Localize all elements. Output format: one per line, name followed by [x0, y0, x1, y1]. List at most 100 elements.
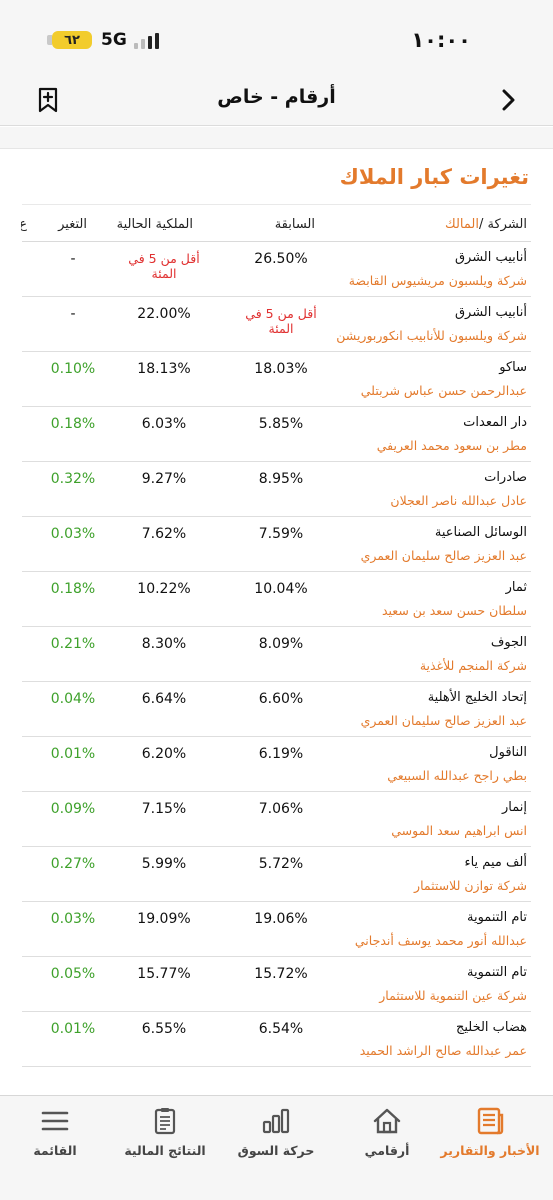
tab-my-argaam[interactable]: أرقامي: [337, 1106, 437, 1166]
row-current: 6.03%: [141, 416, 187, 432]
row-owner: عمر عبدالله صالح الراشد الحميد: [359, 1043, 527, 1058]
header-clipped: ع: [21, 217, 27, 232]
row-change: 0.01%: [50, 746, 96, 762]
row-change: 0.32%: [50, 471, 96, 487]
section-title: تغيرات كبار الملاك: [339, 165, 529, 189]
row-owner: عادل عبدالله ناصر العجلان: [390, 493, 527, 508]
row-current: 7.15%: [141, 801, 187, 817]
table-row[interactable]: أنابيب الشرق شركة ويلسبون للأنابيب انكورب…: [22, 297, 531, 352]
table-row[interactable]: أنابيب الشرق شركة ويلسبون مريشيوس القابضة…: [22, 242, 531, 297]
row-company: الجوف: [490, 635, 527, 650]
table-row[interactable]: هضاب الخليج عمر عبدالله صالح الراشد الحمي…: [22, 1012, 531, 1067]
table-row[interactable]: دار المعدات مطر بن سعود محمد العريفي 5.85%…: [22, 407, 531, 462]
row-previous: 8.09%: [258, 636, 304, 652]
row-company: تام التنموية: [467, 965, 527, 980]
row-company: هضاب الخليج: [455, 1020, 527, 1035]
row-previous: 5.72%: [258, 856, 304, 872]
table-row[interactable]: تام التنموية شركة عين التنموية للاستثمار 1…: [22, 957, 531, 1012]
row-current: 15.77%: [137, 966, 191, 982]
battery-cap: [47, 35, 52, 45]
tab-financials[interactable]: النتائج المالية: [115, 1106, 215, 1166]
row-owner: شركة توازن للاستثمار: [414, 878, 527, 893]
row-owner: انس ابراهيم سعد الموسي: [391, 823, 527, 838]
divider: [22, 204, 531, 205]
row-change: 0.09%: [50, 801, 96, 817]
table-row[interactable]: الجوف شركة المنجم للأغذية 8.09% 8.30% 0.21%: [22, 627, 531, 682]
row-owner: بطي راجح عبدالله السبيعي: [387, 768, 527, 783]
row-previous: 7.59%: [258, 526, 304, 542]
table-row[interactable]: ساكو عبدالرحمن حسن عباس شربتلي 18.03% 18.13…: [22, 352, 531, 407]
row-company: الناقول: [489, 745, 527, 760]
row-owner: عبد العزيز صالح سليمان العمري: [360, 713, 527, 728]
row-owner: عبد العزيز صالح سليمان العمري: [360, 548, 527, 563]
row-current: 6.55%: [141, 1021, 187, 1037]
table-header: الشركة /المالك السابقة الملكية الحالية ا…: [21, 208, 531, 242]
table-row[interactable]: إنمار انس ابراهيم سعد الموسي 7.06% 7.15% 0.0…: [22, 792, 531, 847]
network-label: 5G: [101, 30, 127, 50]
row-change: 0.03%: [50, 911, 96, 927]
row-company: أنابيب الشرق: [454, 305, 527, 320]
bar-chart-icon: [261, 1106, 291, 1136]
row-change: 0.01%: [50, 1021, 96, 1037]
row-previous: 15.72%: [254, 966, 308, 982]
row-current: 9.27%: [141, 471, 187, 487]
tab-market[interactable]: حركة السوق: [226, 1106, 326, 1166]
row-change: 0.03%: [50, 526, 96, 542]
tab-bar: الأخبار والتقارير أرقامي حركة السوق النت…: [0, 1095, 553, 1200]
row-previous: 26.50%: [254, 251, 308, 267]
table-row[interactable]: الناقول بطي راجح عبدالله السبيعي 6.19% 6.20…: [22, 737, 531, 792]
row-change: 0.04%: [50, 691, 96, 707]
chevron-right-icon: [502, 89, 515, 111]
row-owner: شركة عين التنموية للاستثمار: [379, 988, 527, 1003]
row-change: 0.18%: [50, 581, 96, 597]
table-row[interactable]: الوسائل الصناعية عبد العزيز صالح سليمان ا…: [22, 517, 531, 572]
tab-news[interactable]: الأخبار والتقارير: [440, 1106, 540, 1166]
row-change: 0.18%: [50, 416, 96, 432]
nav-spacer: [0, 127, 553, 149]
row-current: 22.00%: [137, 306, 191, 322]
row-current: 7.62%: [141, 526, 187, 542]
table-row[interactable]: إتحاد الخليج الأهلية عبد العزيز صالح سليم…: [22, 682, 531, 737]
header-company: الشركة /المالك: [445, 217, 527, 232]
table-row[interactable]: صادرات عادل عبدالله ناصر العجلان 8.95% 9.27…: [22, 462, 531, 517]
row-previous: أقل من 5 في المئة: [245, 306, 317, 336]
row-owner: مطر بن سعود محمد العريفي: [376, 438, 527, 453]
row-change: 0.10%: [50, 361, 96, 377]
table-row[interactable]: تام التنموية عبدالله أنور محمد يوسف أندجا…: [22, 902, 531, 957]
row-previous: 6.60%: [258, 691, 304, 707]
row-company: تام التنموية: [467, 910, 527, 925]
row-previous: 8.95%: [258, 471, 304, 487]
row-company: أنابيب الشرق: [454, 250, 527, 265]
clock: ١٠:٠٠: [411, 28, 471, 52]
row-company: صادرات: [484, 470, 527, 485]
signal-icon: [134, 33, 162, 49]
row-current: 8.30%: [141, 636, 187, 652]
row-company: إنمار: [502, 800, 527, 815]
row-current: 6.20%: [141, 746, 187, 762]
row-current: 10.22%: [137, 581, 191, 597]
table-row[interactable]: ألف ميم ياء شركة توازن للاستثمار 5.72% 5.99…: [22, 847, 531, 902]
battery-icon: ٦٢: [52, 31, 92, 49]
row-current: أقل من 5 في المئة: [128, 251, 200, 281]
row-previous: 7.06%: [258, 801, 304, 817]
bookmark-add-icon: [38, 87, 58, 113]
row-change: 0.27%: [50, 856, 96, 872]
row-previous: 5.85%: [258, 416, 304, 432]
header-current: الملكية الحالية: [116, 217, 193, 232]
owners-table: الشركة /المالك السابقة الملكية الحالية ا…: [21, 208, 531, 1067]
menu-icon: [40, 1106, 70, 1136]
bookmark-button[interactable]: [33, 84, 63, 116]
row-company: إتحاد الخليج الأهلية: [427, 690, 527, 705]
row-current: 18.13%: [137, 361, 191, 377]
table-row[interactable]: ثمار سلطان حسن سعد بن سعيد 10.04% 10.22% 0.1…: [22, 572, 531, 627]
news-icon: [475, 1106, 505, 1136]
back-button[interactable]: [493, 85, 523, 115]
row-change: 0.05%: [50, 966, 96, 982]
nav-bar: أرقام - خاص: [0, 76, 553, 126]
tab-menu[interactable]: القائمة: [5, 1106, 105, 1166]
row-company: الوسائل الصناعية: [434, 525, 527, 540]
header-previous: السابقة: [274, 217, 315, 232]
row-previous: 6.19%: [258, 746, 304, 762]
row-owner: شركة ويلسبون للأنابيب انكوربوريشن: [336, 328, 527, 343]
row-previous: 19.06%: [254, 911, 308, 927]
